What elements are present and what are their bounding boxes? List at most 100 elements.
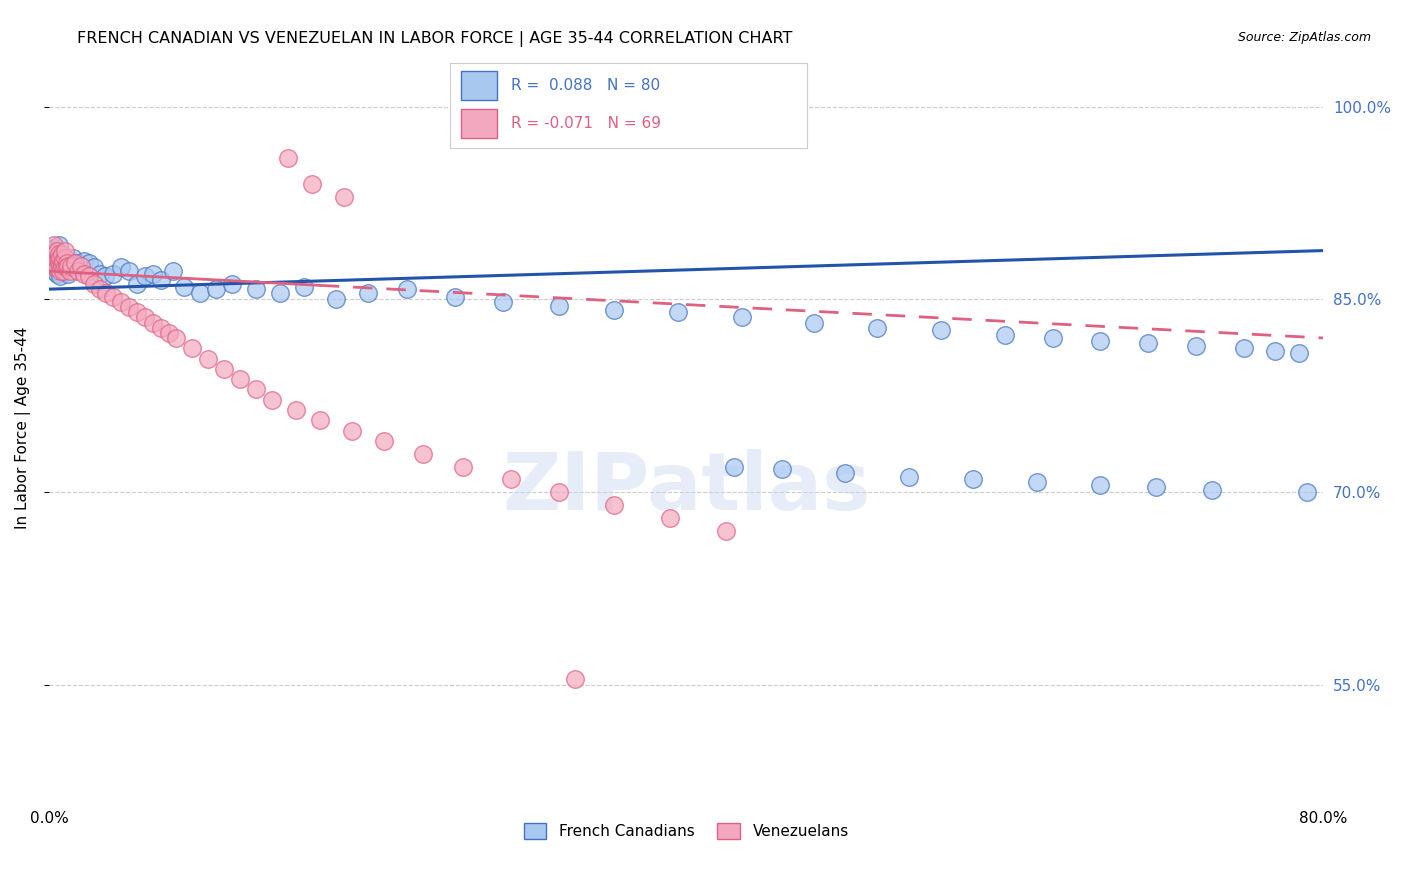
Point	[41, 244, 63, 258]
Point	[260, 392, 283, 407]
Point	[46, 267, 69, 281]
Point	[42, 259, 65, 273]
Text: Source: ZipAtlas.com: Source: ZipAtlas.com	[1237, 31, 1371, 45]
Point	[603, 498, 626, 512]
Point	[1025, 475, 1047, 489]
Point	[41, 260, 63, 275]
Point	[162, 264, 184, 278]
Point	[110, 260, 132, 275]
Point	[52, 259, 75, 273]
Point	[1090, 334, 1112, 348]
Point	[48, 252, 70, 266]
Point	[142, 267, 165, 281]
Y-axis label: In Labor Force | Age 35-44: In Labor Force | Age 35-44	[15, 326, 31, 529]
Text: ZIPatlas: ZIPatlas	[502, 449, 870, 526]
Point	[77, 256, 100, 270]
Point	[284, 403, 307, 417]
Text: FRENCH CANADIAN VS VENEZUELAN IN LABOR FORCE | AGE 35-44 CORRELATION CHART: FRENCH CANADIAN VS VENEZUELAN IN LABOR F…	[77, 31, 793, 47]
Point	[66, 264, 89, 278]
Point	[73, 253, 96, 268]
Point	[770, 462, 793, 476]
Point	[245, 383, 267, 397]
Point	[48, 252, 70, 266]
Point	[214, 362, 236, 376]
Point	[42, 238, 65, 252]
Point	[44, 260, 66, 275]
Point	[89, 282, 111, 296]
Point	[1137, 336, 1160, 351]
Point	[49, 259, 72, 273]
Point	[53, 259, 76, 273]
Point	[48, 256, 70, 270]
Point	[94, 269, 117, 284]
Point	[52, 264, 75, 278]
Point	[46, 247, 69, 261]
Point	[898, 470, 921, 484]
Point	[53, 252, 76, 266]
Point	[63, 256, 86, 270]
Point	[125, 305, 148, 319]
Point	[51, 247, 73, 261]
Point	[245, 282, 267, 296]
Point	[301, 177, 323, 191]
Point	[101, 267, 124, 281]
Point	[42, 253, 65, 268]
Point	[929, 323, 952, 337]
Point	[51, 259, 73, 273]
Point	[731, 310, 754, 325]
Point	[49, 252, 72, 266]
Point	[46, 244, 69, 258]
Point	[53, 256, 76, 270]
Point	[994, 328, 1017, 343]
Point	[134, 310, 156, 325]
Point	[962, 472, 984, 486]
Point	[55, 259, 77, 273]
Point	[866, 320, 889, 334]
Point	[714, 524, 737, 538]
Point	[63, 260, 86, 275]
Point	[66, 256, 89, 270]
Point	[332, 189, 354, 203]
Point	[547, 299, 569, 313]
Point	[603, 302, 626, 317]
Point	[41, 247, 63, 261]
Point	[96, 285, 118, 300]
Point	[42, 241, 65, 255]
Point	[1288, 346, 1310, 360]
Point	[149, 320, 172, 334]
Point	[1264, 343, 1286, 358]
Point	[44, 252, 66, 266]
Point	[412, 447, 434, 461]
Point	[659, 511, 682, 525]
Point	[118, 264, 141, 278]
Point	[70, 259, 93, 273]
Point	[39, 253, 62, 268]
Point	[49, 259, 72, 273]
Point	[166, 331, 188, 345]
Point	[125, 277, 148, 291]
Point	[723, 459, 745, 474]
Point	[42, 252, 65, 266]
Point	[56, 267, 79, 281]
Point	[49, 264, 72, 278]
Point	[49, 269, 72, 284]
Point	[46, 256, 69, 270]
Point	[48, 247, 70, 261]
Point	[48, 238, 70, 252]
Point	[59, 253, 82, 268]
Point	[666, 305, 689, 319]
Point	[292, 279, 315, 293]
Point	[77, 269, 100, 284]
Point	[60, 259, 83, 273]
Point	[340, 424, 363, 438]
Point	[59, 264, 82, 278]
Legend: French Canadians, Venezuelans: French Canadians, Venezuelans	[517, 817, 855, 846]
Point	[52, 264, 75, 278]
Point	[356, 285, 378, 300]
Point	[70, 259, 93, 273]
Point	[373, 434, 395, 448]
Point	[547, 485, 569, 500]
Point	[51, 256, 73, 270]
Point	[451, 459, 474, 474]
Point	[44, 256, 66, 270]
